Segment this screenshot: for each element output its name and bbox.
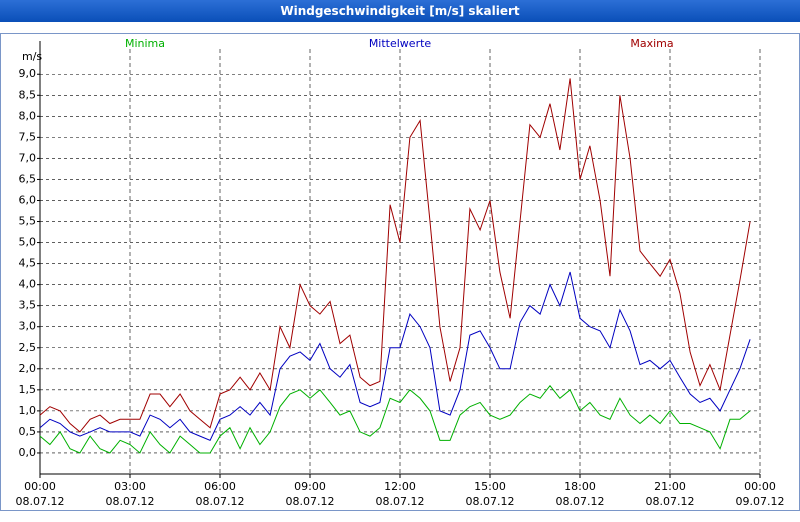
x-tick-date: 08.07.12 — [376, 495, 425, 508]
y-tick-label: 1,0 — [19, 404, 37, 417]
y-tick-label: 6,5 — [19, 172, 37, 185]
y-tick-label: 4,5 — [19, 257, 37, 270]
y-tick-label: 2,5 — [19, 341, 37, 354]
y-unit: m/s — [22, 50, 42, 63]
x-tick-date: 08.07.12 — [286, 495, 335, 508]
x-tick-label: 09:00 — [294, 480, 326, 493]
y-tick-label: 9,0 — [19, 67, 37, 80]
x-tick-label: 03:00 — [114, 480, 146, 493]
series-line — [39, 78, 751, 433]
x-tick-date: 09.07.12 — [736, 495, 785, 508]
x-tick-date: 08.07.12 — [16, 495, 65, 508]
page: {"chart_data": {"type": "line", "title":… — [0, 0, 800, 511]
y-tick-label: 8,0 — [19, 109, 37, 122]
y-tick-label: 8,5 — [19, 88, 37, 101]
y-tick-label: 2,0 — [19, 362, 37, 375]
x-tick-date: 08.07.12 — [466, 495, 515, 508]
y-tick-label: 6,0 — [19, 193, 37, 206]
x-tick-label: 00:00 — [24, 480, 56, 493]
legend-label: Maxima — [630, 37, 673, 50]
legend-label: Minima — [125, 37, 165, 50]
y-tick-label: 1,5 — [19, 383, 37, 396]
x-tick-label: 21:00 — [654, 480, 686, 493]
y-tick-label: 0,0 — [19, 446, 37, 459]
y-tick-label: 7,5 — [19, 130, 37, 143]
x-tick-label: 15:00 — [474, 480, 506, 493]
series-line — [39, 271, 751, 441]
title-bar: Windgeschwindigkeit [m/s] skaliert — [0, 0, 800, 22]
chart: m/s 0,0 0,5 1,0 1,5 2,0 2,5 3,0 3,5 4,0 4,5 5,0 5,5… — [0, 33, 800, 511]
x-tick-date: 08.07.12 — [646, 495, 695, 508]
y-tick-label: 5,5 — [19, 215, 37, 228]
series-line — [39, 384, 751, 454]
x-tick-date: 08.07.12 — [106, 495, 155, 508]
x-tick-label: 18:00 — [564, 480, 596, 493]
legend-label: Mittelwerte — [369, 37, 432, 50]
x-tick-label: 12:00 — [384, 480, 416, 493]
y-tick-label: 4,0 — [19, 278, 37, 291]
x-tick-label: 06:00 — [204, 480, 236, 493]
chart-title: Windgeschwindigkeit [m/s] skaliert — [280, 4, 520, 18]
x-tick-date: 08.07.12 — [556, 495, 605, 508]
y-tick-label: 3,0 — [19, 320, 37, 333]
x-tick-date: 08.07.12 — [196, 495, 245, 508]
y-tick-label: 0,5 — [19, 425, 37, 438]
y-tick-label: 7,0 — [19, 151, 37, 164]
y-tick-label: 3,5 — [19, 299, 37, 312]
y-tick-label: 5,0 — [19, 236, 37, 249]
x-tick-label: 00:00 — [744, 480, 776, 493]
